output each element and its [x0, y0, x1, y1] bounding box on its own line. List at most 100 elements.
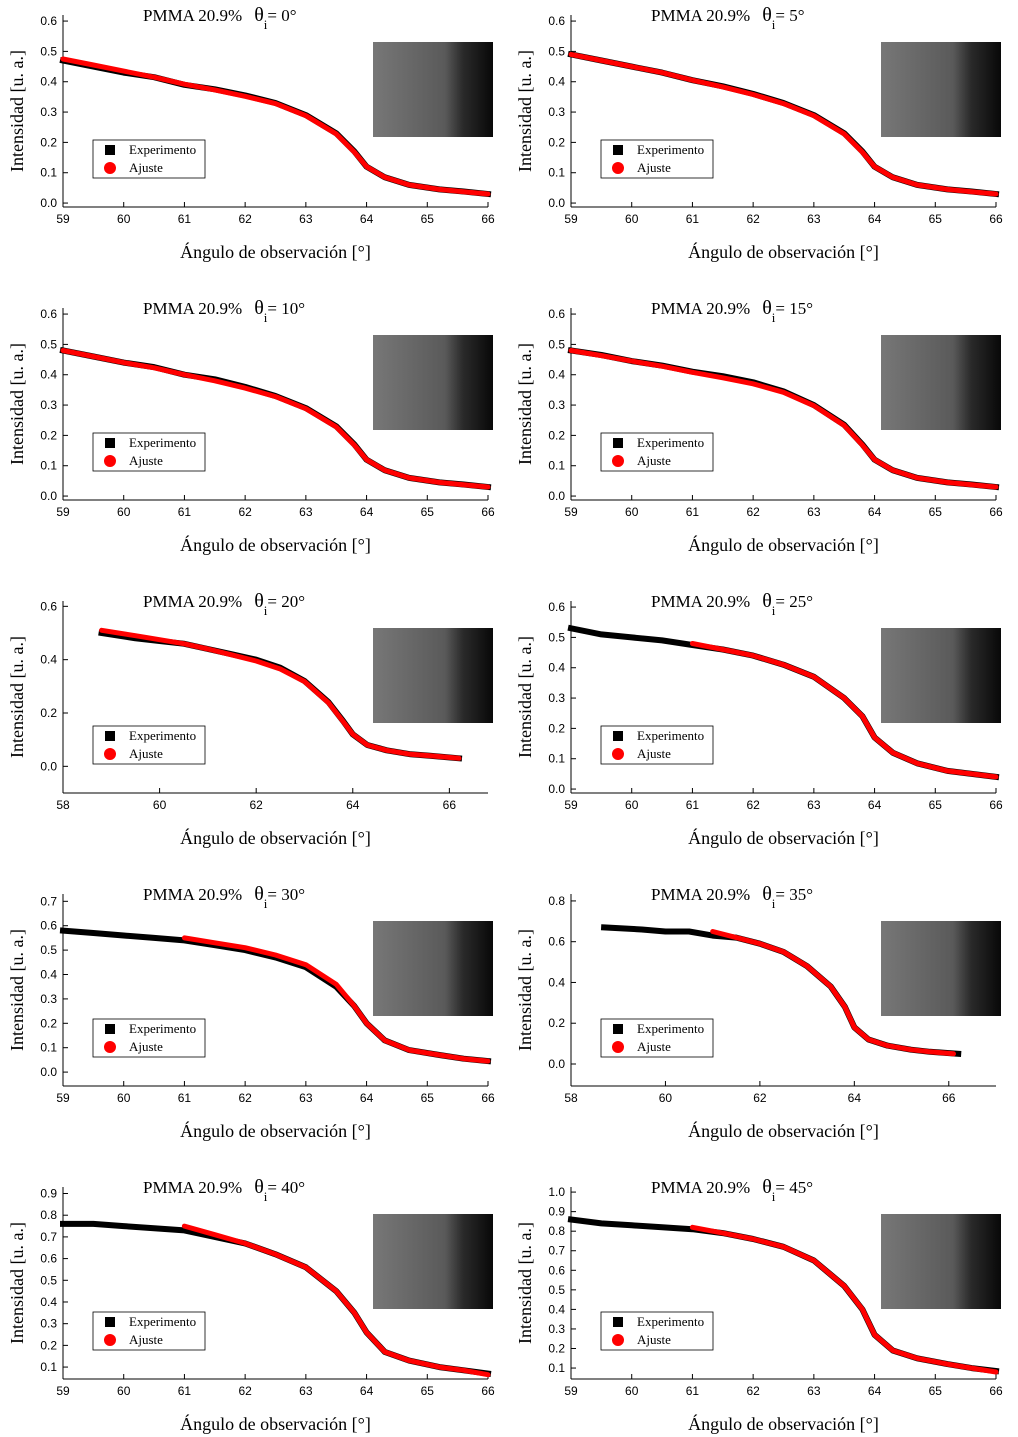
x-tick-label: 65	[929, 1384, 943, 1398]
title-subscript: i	[772, 603, 776, 618]
y-axis-label: Intensidad [u. a.]	[515, 1222, 535, 1344]
y-tick-label: 0.6	[548, 935, 565, 949]
x-tick-label: 62	[746, 798, 760, 812]
inset-image	[373, 335, 493, 430]
title-text: PMMA 20.9%	[651, 299, 750, 318]
x-axis-label: Ángulo de observación [°]	[688, 827, 879, 848]
y-tick-label: 0.5	[548, 44, 565, 58]
data-curve	[689, 1224, 999, 1375]
y-tick-label: 0.6	[548, 307, 565, 321]
x-tick-label: 66	[989, 1384, 1003, 1398]
x-tick-label: 62	[250, 798, 264, 812]
data-curve	[181, 1223, 491, 1378]
y-axis-label: Intensidad [u. a.]	[7, 636, 27, 758]
title-symbol: θ	[762, 1176, 772, 1198]
x-tick-label: 62	[746, 505, 760, 519]
inset-image	[373, 42, 493, 137]
y-tick-label: 0.0	[548, 782, 565, 796]
x-tick-label: 62	[238, 1091, 252, 1105]
x-axis-label: Ángulo de observación [°]	[180, 1413, 371, 1434]
chart-title: PMMA 20.9% θi= 40°	[143, 1176, 305, 1204]
x-tick-label: 64	[868, 1384, 882, 1398]
title-text: PMMA 20.9%	[651, 6, 750, 25]
title-subscript: i	[772, 17, 776, 32]
y-tick-label: 0.3	[548, 398, 565, 412]
title-subscript: i	[264, 896, 268, 911]
x-axis-label: Ángulo de observación [°]	[688, 1413, 879, 1434]
inset-image	[881, 1214, 1001, 1309]
legend-label: Experimento	[129, 142, 196, 157]
y-tick-label: 0.3	[548, 105, 565, 119]
inset-image	[373, 628, 493, 723]
x-tick-label: 58	[564, 1091, 578, 1105]
inset-image	[373, 1214, 493, 1309]
legend-marker	[612, 162, 624, 174]
y-tick-label: 0.2	[548, 1341, 565, 1355]
y-tick-label: 0.6	[548, 600, 565, 614]
y-tick-label: 0.3	[40, 1317, 57, 1331]
y-tick-label: 0.2	[40, 135, 57, 149]
y-tick-label: 0.1	[548, 752, 565, 766]
x-tick-label: 60	[625, 505, 639, 519]
x-tick-label: 61	[686, 212, 700, 226]
panel: 58 60 62 64 66 0.0 0.2 0.4 0.6 0.8 Ángulo de obser…	[515, 883, 1001, 1141]
legend-label: Ajuste	[129, 1332, 163, 1347]
legend-label: Ajuste	[637, 1039, 671, 1054]
chart-title: PMMA 20.9% θi= 35°	[651, 883, 813, 911]
data-curve	[60, 56, 491, 197]
x-tick-label: 63	[299, 1091, 313, 1105]
y-tick-label: 0.0	[40, 489, 57, 503]
title-text: PMMA 20.9%	[651, 885, 750, 904]
legend-label: Ajuste	[129, 160, 163, 175]
y-tick-label: 0.7	[40, 1230, 57, 1244]
x-tick-label: 66	[989, 212, 1003, 226]
y-tick-label: 0.1	[40, 1360, 57, 1374]
legend-label: Experimento	[637, 728, 704, 743]
x-tick-label: 63	[807, 798, 821, 812]
x-tick-label: 61	[686, 798, 700, 812]
x-tick-label: 65	[929, 212, 943, 226]
x-tick-label: 60	[117, 212, 131, 226]
legend-marker	[613, 145, 623, 155]
legend-label: Ajuste	[637, 160, 671, 175]
y-tick-label: 0.2	[40, 1016, 57, 1030]
x-tick-label: 59	[564, 212, 578, 226]
legend-marker	[613, 438, 623, 448]
title-symbol: θ	[254, 297, 264, 319]
y-tick-label: 0.4	[548, 368, 565, 382]
legend-marker	[613, 731, 623, 741]
x-tick-label: 61	[686, 1384, 700, 1398]
x-tick-label: 66	[989, 505, 1003, 519]
y-axis-label: Intensidad [u. a.]	[515, 636, 535, 758]
x-axis-label: Ángulo de observación [°]	[688, 534, 879, 555]
y-tick-label: 0.4	[548, 1302, 565, 1316]
legend-label: Experimento	[637, 1021, 704, 1036]
x-axis-label: Ángulo de observación [°]	[180, 241, 371, 262]
x-tick-label: 66	[942, 1091, 956, 1105]
x-tick-label: 66	[481, 1091, 495, 1105]
y-tick-label: 0.3	[40, 398, 57, 412]
y-tick-label: 0.4	[40, 1295, 57, 1309]
y-tick-label: 0.4	[40, 368, 57, 382]
x-tick-label: 61	[178, 505, 192, 519]
y-tick-label: 0.1	[548, 1361, 565, 1375]
chart-title: PMMA 20.9% θi= 20°	[143, 590, 305, 618]
x-tick-label: 63	[299, 212, 313, 226]
x-tick-label: 60	[117, 1091, 131, 1105]
legend-marker	[104, 455, 116, 467]
x-tick-label: 59	[56, 1091, 70, 1105]
x-tick-label: 59	[56, 1384, 70, 1398]
chart-title: PMMA 20.9% θi= 15°	[651, 297, 813, 325]
y-tick-label: 0.6	[40, 1252, 57, 1266]
y-tick-label: 1.0	[548, 1185, 565, 1199]
legend-marker	[105, 438, 115, 448]
inset-image	[373, 921, 493, 1016]
legend-label: Ajuste	[637, 746, 671, 761]
panel: 59 60 61 62 63 64 65 66 0.0 0.1 0.2 0.3 0.4 0.5 0.6 0.7…	[7, 883, 495, 1141]
y-tick-label: 0.2	[548, 1016, 565, 1030]
data-curve	[568, 51, 999, 197]
inset-image	[881, 335, 1001, 430]
y-tick-label: 0.0	[548, 196, 565, 210]
x-tick-label: 65	[421, 212, 435, 226]
x-tick-label: 60	[625, 212, 639, 226]
